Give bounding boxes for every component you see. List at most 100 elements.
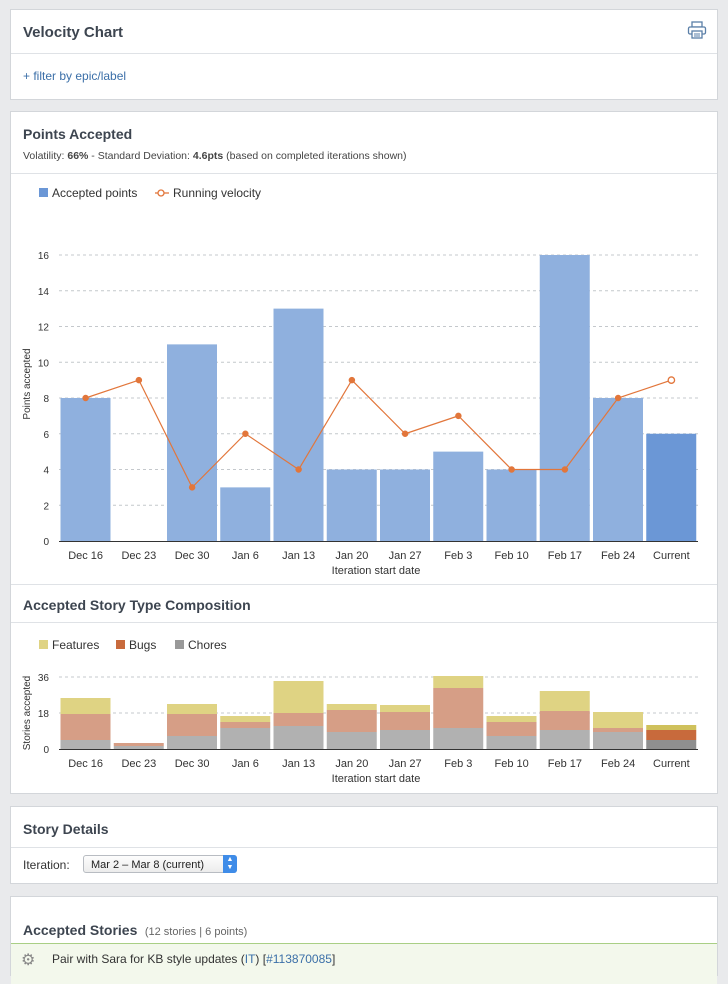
story-text: Pair with Sara for KB style updates ( xyxy=(52,952,245,966)
y-tick-label: 36 xyxy=(38,673,50,684)
bar-chores xyxy=(60,740,111,749)
legend-features: Features xyxy=(52,638,99,652)
story-row[interactable]: ⚙ Pair with Sara for KB style updates (I… xyxy=(11,943,717,984)
velocity-header-panel: Velocity Chart + filter by epic/label xyxy=(10,9,718,100)
divider xyxy=(11,622,717,623)
legend-swatch-running-velocity-dot xyxy=(157,189,165,197)
bar-accepted-points xyxy=(220,487,271,541)
bar-accepted-points xyxy=(167,344,217,541)
bar-features xyxy=(380,705,430,712)
legend-swatch-accepted-points xyxy=(39,188,48,197)
iteration-select-value: Mar 2 – Mar 8 (current) xyxy=(91,859,205,871)
volatility-label: Volatility: xyxy=(23,150,65,162)
sd-label: - Standard Deviation: xyxy=(91,150,190,162)
running-velocity-point xyxy=(295,466,302,473)
x-tick-label: Dec 30 xyxy=(175,550,210,562)
accepted-stories-heading: Accepted Stories (12 stories | 6 points) xyxy=(23,922,247,940)
bar-bugs xyxy=(167,714,217,736)
y-tick-label: 2 xyxy=(43,501,49,512)
story-end: ] xyxy=(331,952,336,966)
owner-initials-link[interactable]: IT xyxy=(244,952,256,966)
bar-accepted-points xyxy=(593,398,643,541)
y-tick-label: 10 xyxy=(38,358,50,369)
story-id-link[interactable]: #113870085 xyxy=(266,952,332,966)
bar-chores xyxy=(486,736,537,749)
bar-chores xyxy=(593,732,643,749)
x-tick-label: Jan 20 xyxy=(335,758,368,770)
y-tick-label: 0 xyxy=(43,745,49,756)
filter-by-epic-label-link[interactable]: + filter by epic/label xyxy=(23,69,127,83)
story-title: Pair with Sara for KB style updates (IT)… xyxy=(52,952,335,966)
sd-note: (based on completed iterations shown) xyxy=(226,150,407,162)
divider xyxy=(11,584,717,585)
y-tick-label: 12 xyxy=(38,323,50,334)
legend-running-velocity: Running velocity xyxy=(173,186,261,200)
bar-accepted-points xyxy=(380,469,430,541)
bar-bugs xyxy=(433,688,484,728)
divider xyxy=(11,847,717,848)
x-tick-label: Jan 20 xyxy=(335,550,368,562)
bar-chores xyxy=(326,732,377,749)
x-axis-label-2: Iteration start date xyxy=(332,773,421,785)
bar-accepted-points xyxy=(60,398,111,541)
x-axis-label-1: Iteration start date xyxy=(332,565,421,577)
x-tick-label: Dec 16 xyxy=(68,550,103,562)
points-accepted-panel: Points Accepted Volatility: 66% - Standa… xyxy=(10,111,718,794)
bar-chores xyxy=(167,736,217,749)
running-velocity-line xyxy=(85,379,672,489)
y-axis-label-points: Points accepted xyxy=(22,348,33,419)
x-tick-label: Jan 13 xyxy=(282,758,315,770)
bar-bugs xyxy=(113,743,164,746)
bar-bugs xyxy=(539,711,590,730)
y-tick-label: 18 xyxy=(38,709,50,720)
running-velocity-point xyxy=(614,394,622,402)
bar-accepted-points xyxy=(433,451,484,541)
running-velocity-point xyxy=(188,484,196,491)
bar-features xyxy=(167,704,217,714)
legend-swatch-chores xyxy=(175,640,184,649)
x-tick-label: Feb 17 xyxy=(548,758,582,770)
bar-chores xyxy=(273,726,324,749)
y-tick-label: 4 xyxy=(43,466,49,477)
divider xyxy=(11,173,717,174)
x-tick-label: Jan 13 xyxy=(282,550,315,562)
x-tick-label: Jan 6 xyxy=(232,550,259,562)
y-tick-label: 6 xyxy=(43,430,49,441)
story-details-panel: Story Details Iteration: Mar 2 – Mar 8 (… xyxy=(10,806,718,884)
x-tick-label: Feb 24 xyxy=(601,758,635,770)
bar-features xyxy=(646,725,697,730)
bar-features xyxy=(220,716,271,722)
bar-bugs xyxy=(273,713,324,726)
printer-icon[interactable] xyxy=(687,21,707,39)
running-velocity-point xyxy=(135,376,143,384)
bar-chores xyxy=(539,730,590,749)
x-tick-label: Feb 10 xyxy=(495,550,529,562)
x-tick-label: Feb 24 xyxy=(601,550,635,562)
legend-bugs: Bugs xyxy=(129,638,156,652)
velocity-charts: Accepted points Running velocity Points … xyxy=(22,186,698,785)
bar-bugs xyxy=(486,722,537,736)
volatility-summary: Volatility: 66% - Standard Deviation: 4.… xyxy=(23,150,407,162)
bar-chores xyxy=(380,730,430,749)
y-tick-label: 8 xyxy=(43,394,49,405)
bar-accepted-points xyxy=(646,433,697,541)
iteration-select[interactable]: Mar 2 – Mar 8 (current) ▲ ▼ xyxy=(83,855,237,873)
gear-icon[interactable]: ⚙ xyxy=(21,952,36,969)
bar-accepted-points xyxy=(539,255,590,541)
bar-accepted-points xyxy=(326,469,377,541)
bar-features xyxy=(539,691,590,711)
story-details-title: Story Details xyxy=(23,821,109,837)
accepted-stories-summary: (12 stories | 6 points) xyxy=(144,926,248,938)
running-velocity-point xyxy=(82,394,89,402)
bar-bugs xyxy=(326,710,377,732)
y-axis-label-stories: Stories accepted xyxy=(22,676,33,751)
bar-features xyxy=(273,681,324,713)
volatility-value: 66% xyxy=(67,150,89,162)
running-velocity-point xyxy=(455,412,462,420)
story-type-composition-title: Accepted Story Type Composition xyxy=(23,597,251,613)
y-tick-label: 16 xyxy=(38,251,50,262)
x-tick-label: Feb 3 xyxy=(444,550,472,562)
x-tick-label: Dec 16 xyxy=(68,758,103,770)
x-tick-label: Dec 23 xyxy=(121,550,156,562)
bar-bugs xyxy=(220,722,271,728)
